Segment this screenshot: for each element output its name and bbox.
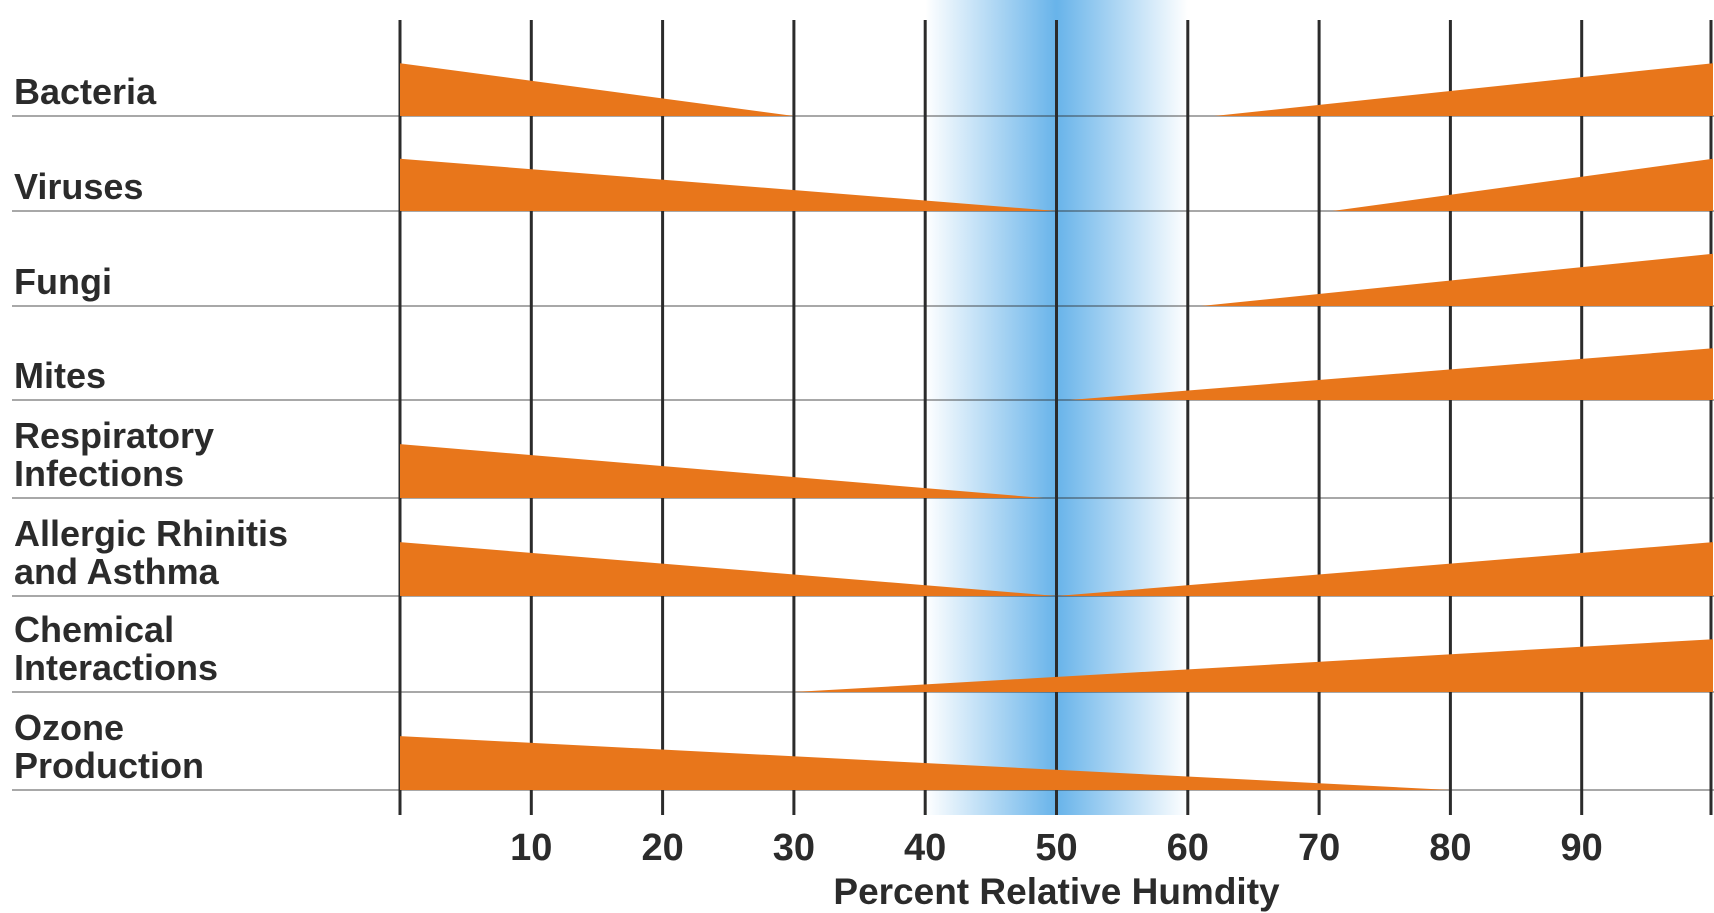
x-tick-label: 30	[773, 827, 815, 869]
x-axis-title: Percent Relative Humdity	[833, 871, 1280, 912]
x-tick-label: 80	[1429, 827, 1471, 869]
category-label: Bacteria	[14, 71, 157, 112]
risk-wedge-1-0	[400, 158, 1057, 211]
category-label: and Asthma	[14, 551, 220, 592]
x-tick-label: 10	[510, 827, 552, 869]
category-label: Ozone	[14, 707, 124, 748]
risk-wedge-7-0	[400, 736, 1451, 790]
category-label: Fungi	[14, 261, 112, 302]
risk-wedge-6-0	[793, 639, 1713, 692]
x-tick-label: 90	[1561, 827, 1603, 869]
category-label: Respiratory	[14, 415, 214, 456]
risk-wedge-5-1	[1056, 542, 1713, 596]
category-label: Production	[14, 745, 204, 786]
category-label: Interactions	[14, 647, 218, 688]
x-tick-label: 70	[1298, 827, 1340, 869]
risk-wedge-1-1	[1332, 158, 1713, 211]
risk-wedge-3-0	[1069, 348, 1713, 400]
x-tick-label: 60	[1167, 827, 1209, 869]
category-label: Viruses	[14, 166, 143, 207]
risk-wedge-0-0	[400, 63, 794, 116]
risk-wedge-5-0	[400, 542, 1057, 596]
risk-wedge-2-0	[1200, 253, 1713, 306]
risk-wedge-0-1	[1214, 63, 1713, 116]
category-label: Mites	[14, 355, 106, 396]
category-label: Allergic Rhinitis	[14, 513, 288, 554]
category-label: Infections	[14, 453, 184, 494]
risk-wedge-4-0	[400, 444, 1044, 498]
category-label: Chemical	[14, 609, 174, 650]
x-tick-label: 50	[1035, 827, 1077, 869]
x-tick-label: 40	[904, 827, 946, 869]
x-tick-label: 20	[641, 827, 683, 869]
